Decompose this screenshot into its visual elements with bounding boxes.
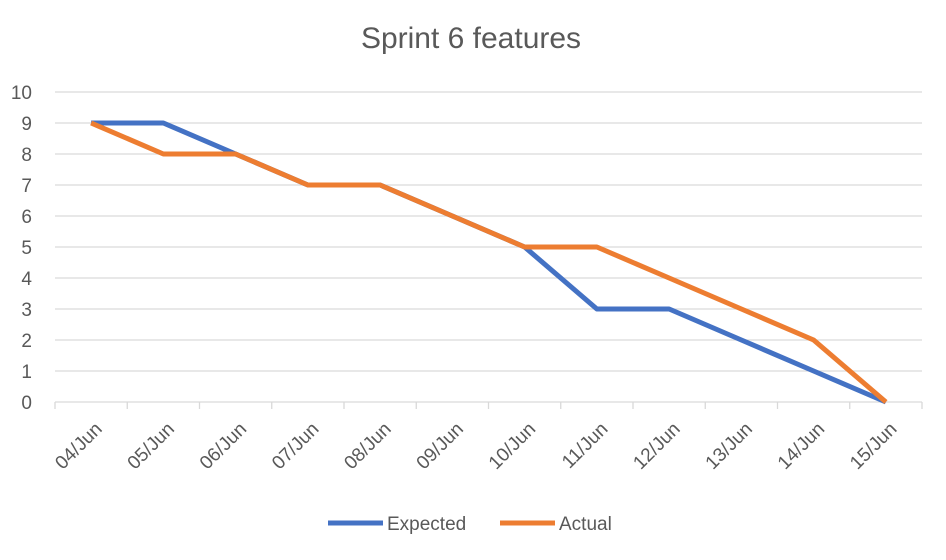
x-tick-label: 09/Jun <box>413 419 468 474</box>
x-axis-ticks: 04/Jun 05/Jun 06/Jun 07/Jun 08/Jun 09/Jun 10/J… <box>51 419 901 474</box>
y-tick-label: 2 <box>21 331 32 352</box>
x-tick-label: 14/Jun <box>774 419 829 474</box>
y-axis-ticks: 0 1 2 3 4 5 6 7 8 9 10 <box>11 83 33 414</box>
y-tick-label: 10 <box>11 83 32 104</box>
x-tick-label: 11/Jun <box>558 419 612 473</box>
series-line-expected <box>91 120 887 405</box>
y-tick-label: 0 <box>21 393 32 414</box>
series-line-actual <box>90 120 888 404</box>
legend: Expected Actual <box>328 514 612 535</box>
y-tick-label: 3 <box>21 300 32 321</box>
x-tick-label: 12/Jun <box>629 419 684 474</box>
x-tick-label: 10/Jun <box>485 419 540 474</box>
chart-title: Sprint 6 features <box>361 22 581 55</box>
x-tick-label: 06/Jun <box>196 419 251 474</box>
legend-label-actual: Actual <box>559 514 612 535</box>
gridlines <box>55 91 922 372</box>
legend-label-expected: Expected <box>387 514 466 535</box>
y-tick-label: 8 <box>21 145 32 166</box>
x-tick-label: 08/Jun <box>340 419 395 474</box>
y-tick-label: 7 <box>21 176 32 197</box>
y-tick-label: 4 <box>21 269 32 290</box>
y-tick-label: 1 <box>21 362 32 383</box>
x-tick-label: 13/Jun <box>702 419 757 474</box>
x-axis <box>54 401 923 409</box>
y-tick-label: 9 <box>21 114 32 135</box>
x-tick-label: 04/Jun <box>51 419 106 474</box>
x-tick-label: 15/Jun <box>846 419 901 474</box>
series-lines <box>90 120 888 405</box>
x-tick-label: 05/Jun <box>124 419 179 474</box>
y-tick-label: 6 <box>21 207 32 228</box>
y-tick-label: 5 <box>21 238 32 259</box>
x-tick-label: 07/Jun <box>268 419 323 474</box>
